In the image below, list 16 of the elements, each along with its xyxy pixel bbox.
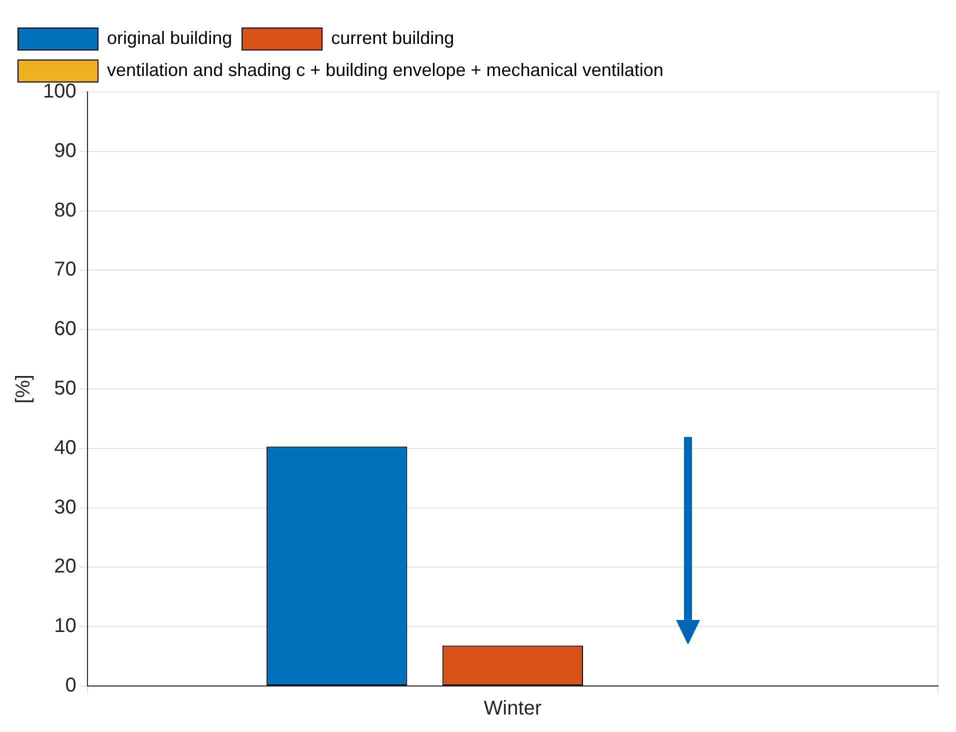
x-tick-label: Winter	[484, 698, 542, 720]
y-tick-label: 20	[54, 556, 76, 578]
y-tick-label: 90	[54, 140, 76, 162]
legend-label: ventilation and shading c + building envelope + mechanical ventilation	[107, 60, 664, 80]
y-tick-label: 10	[54, 615, 76, 638]
y-tick-label: 100	[42, 80, 76, 103]
y-tick-label: 30	[54, 496, 76, 518]
y-axis-title: [%]	[12, 374, 35, 404]
y-tick-label: 60	[54, 318, 76, 340]
y-tick-label: 70	[54, 258, 76, 281]
legend-label: current building	[331, 28, 454, 48]
y-tick-label: 40	[54, 436, 76, 459]
y-tick-label: 80	[54, 199, 76, 222]
y-tick-label: 50	[54, 378, 76, 400]
legend-label: original building	[107, 28, 232, 48]
y-tick-label: 0	[65, 674, 76, 697]
